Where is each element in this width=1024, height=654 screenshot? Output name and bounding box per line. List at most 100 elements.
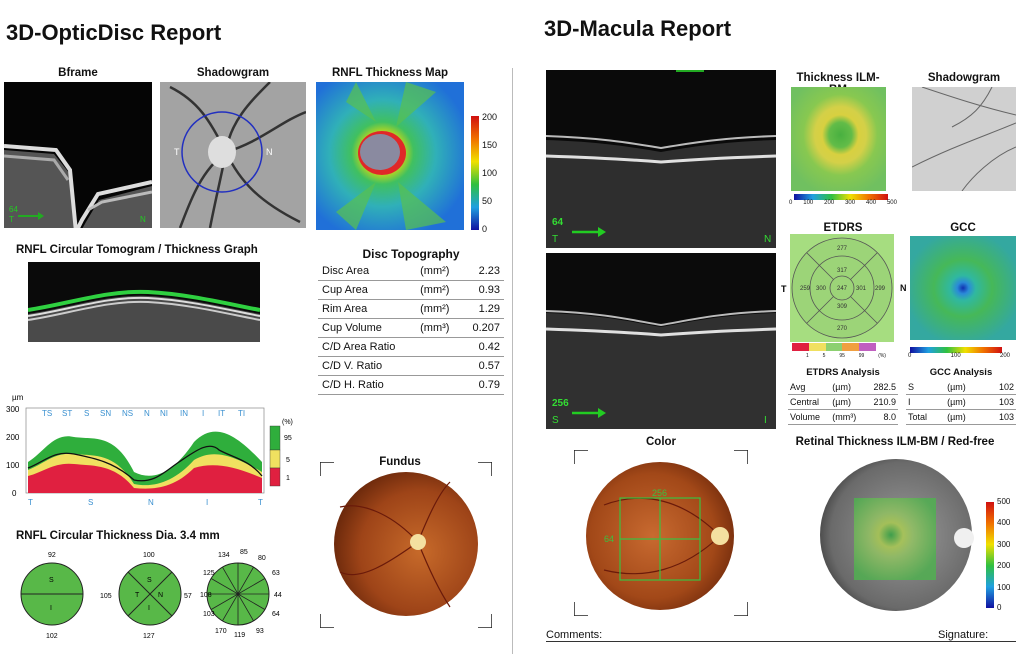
row-value: 0.207 [461,318,504,338]
retinal-scale-0: 0 [997,603,1002,612]
graph-unit: µm [12,393,24,402]
disc-topo-table: Disc Area (mm²) 2.23 Cup Area (mm²) 0.93 Rim… [318,262,504,395]
report-divider [512,68,513,654]
row-value: 8.0 [865,409,898,425]
fundus-title: Fundus [379,456,421,468]
retinal-redfree [816,452,976,618]
c2-t: T [135,592,140,599]
table-row: C/D Area Ratio 0.42 [318,337,504,357]
etdrs-left-outer: 259 [800,286,811,292]
gcc-scale-200: 200 [999,353,1010,359]
xlabel-i: I [206,498,208,507]
swatch-orange [842,343,860,351]
thickness-graph: µm 300 200 100 0 TS ST S SN NS N NI IN I… [4,392,294,510]
comments-line [546,641,1016,642]
disc-topo-title: Disc Topography [362,247,460,261]
etdrs-top-outer: 277 [837,246,848,252]
table-row: Rim Area (mm²) 1.29 [318,299,504,319]
table-row: Total (µm) 103 [906,409,1016,425]
row-label: S [906,380,946,395]
c2-bottom: 127 [143,633,155,640]
rnfl-map-title: RNFL Thickness Map [331,67,449,79]
c3-v1: 85 [240,549,248,556]
etdrs-title: ETDRS [823,222,863,234]
thickness-scale-500: 500 [886,200,897,206]
retinal-scale-400: 400 [997,518,1011,527]
ytick-100: 100 [6,461,20,470]
sector-it: IT [218,409,225,418]
circ-tomo-image [28,262,260,342]
row-unit: (mm²) [416,299,462,319]
rnfl-scale-200: 200 [482,112,498,122]
table-row: I (µm) 103 [906,394,1016,410]
macula-shadowgram-image [912,87,1016,191]
etdrs-scale-5: 5 [822,353,826,359]
c1-top: 92 [48,552,56,559]
sector-ts: TS [42,409,52,418]
table-row: Avg (µm) 282.5 [788,380,898,395]
circ-thick-title: RNFL Circular Thickness Dia. 3.4 mm [16,530,220,542]
table-row: Disc Area (mm²) 2.23 [318,262,504,281]
row-unit [416,337,462,357]
retinal-scale-300: 300 [997,540,1011,549]
bframe-image: 64 T N [4,82,152,228]
color-w: 256 [652,488,667,498]
bframe-n: N [140,215,146,224]
ytick-0: 0 [12,489,17,498]
gcc-analysis-table: S (µm) 102 I (µm) 103 Total (µm) 103 [906,380,1016,425]
shadowgram-title: Shadowgram [196,67,270,79]
ytick-200: 200 [6,433,20,442]
swatch-red [792,343,809,351]
sector-sn: SN [100,409,111,418]
table-row: Cup Volume (mm³) 0.207 [318,318,504,338]
xlabel-s: S [88,498,93,507]
sector-in: IN [180,409,188,418]
row-label: Total [906,409,946,425]
oct-scan-horizontal: 64 T N [546,70,776,248]
row-value: 1.29 [461,299,504,319]
signature-label: Signature: [938,629,989,641]
ytick-300: 300 [6,405,20,414]
row-value: 103 [983,394,1016,410]
etdrs-scale-1: 1 [806,353,809,359]
table-row: C/D H. Ratio 0.79 [318,375,504,395]
gcc-scale-100: 100 [950,353,961,359]
etdrs-scale-pct: (%) [878,353,886,359]
etdrs-right-outer: 299 [875,286,886,292]
c3-v9: 170 [215,628,227,635]
row-value: 102 [983,380,1016,395]
swatch-yellow [808,343,826,351]
xlabel-t1: T [28,498,33,507]
sector-st: ST [62,409,72,418]
legend-95: 95 [284,435,292,442]
c3-v11: 93 [256,628,264,635]
bframe-t: T [9,215,14,224]
c2-i: I [148,605,150,612]
row-unit: (µm) [830,394,866,410]
row-label: C/D Area Ratio [318,337,417,357]
retinal-scale-200: 200 [997,561,1011,570]
etdrs-analysis-table: Avg (µm) 282.5 Central (µm) 210.9 Volume (mm³… [788,380,898,425]
row-unit [416,375,462,395]
row-value: 282.5 [865,380,898,395]
row-value: 210.9 [865,394,898,410]
optic-disc-report-title: 3D-OpticDisc Report [6,20,222,45]
thickness-colorbar [794,194,888,200]
row-label: Central [788,394,831,410]
shadowgram-image: T N [160,82,306,228]
row-unit: (µm) [830,380,866,395]
oct1-num: 64 [552,217,564,228]
color-title: Color [645,436,677,448]
c2-s: S [147,577,152,584]
color-h: 64 [604,534,614,544]
shadowgram-t: T [174,147,180,157]
etdrs-analysis-title: ETDRS Analysis [806,367,880,378]
bframe-title: Bframe [58,67,98,79]
xlabel-t2: T [258,498,263,507]
shadowgram-n: N [266,147,273,157]
row-unit: (µm) [945,394,984,410]
rnfl-scale-50: 50 [482,196,493,206]
xlabel-n: N [148,498,154,507]
sector-i: I [202,409,204,418]
thickness-scale-200: 200 [824,200,835,206]
